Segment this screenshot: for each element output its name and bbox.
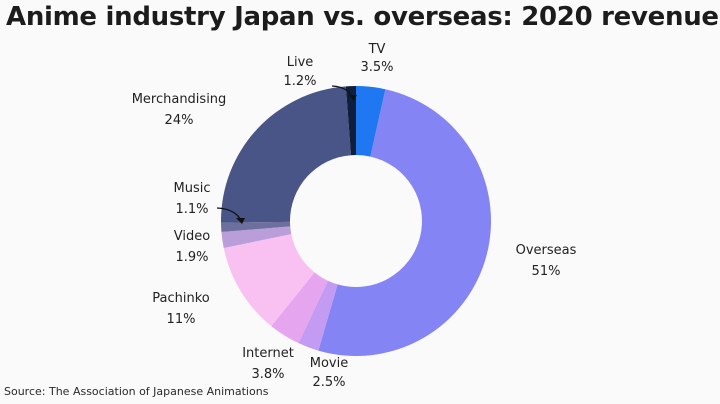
slice-overseas: [318, 89, 492, 357]
label-overseas-name: Overseas: [516, 243, 577, 258]
label-music-value: 1.1%: [175, 202, 208, 217]
live-callout-arrowhead: [349, 95, 357, 101]
label-pachinko-name: Pachinko: [152, 291, 210, 306]
label-music-name: Music: [174, 181, 211, 196]
label-movie-value: 2.5%: [312, 375, 345, 390]
slice-tv: [356, 86, 386, 157]
label-tv-name: TV: [368, 42, 386, 57]
label-live-name: Live: [287, 55, 314, 70]
slice-live: [345, 86, 356, 156]
label-tv-value: 3.5%: [360, 60, 393, 75]
slice-pachinko: [223, 234, 315, 327]
label-overseas-value: 51%: [532, 264, 561, 279]
label-internet-value: 3.8%: [251, 367, 284, 382]
label-video-name: Video: [174, 229, 210, 244]
label-live-value: 1.2%: [283, 74, 316, 89]
label-video-value: 1.9%: [175, 250, 208, 265]
source-note: Source: The Association of Japanese Anim…: [4, 385, 269, 398]
label-merchandising-name: Merchandising: [132, 92, 227, 107]
slice-music: [221, 221, 291, 233]
slice-internet: [271, 272, 328, 344]
slice-video: [221, 226, 292, 248]
music-callout-arrowhead: [236, 218, 245, 224]
slice-movie: [298, 280, 338, 351]
label-pachinko-value: 11%: [167, 312, 196, 327]
label-movie-name: Movie: [310, 356, 348, 371]
label-merchandising-value: 24%: [165, 113, 194, 128]
chart-title: Anime industry Japan vs. overseas: 2020 …: [6, 2, 719, 32]
slice-merchandising: [221, 86, 352, 223]
label-internet-name: Internet: [242, 346, 294, 361]
